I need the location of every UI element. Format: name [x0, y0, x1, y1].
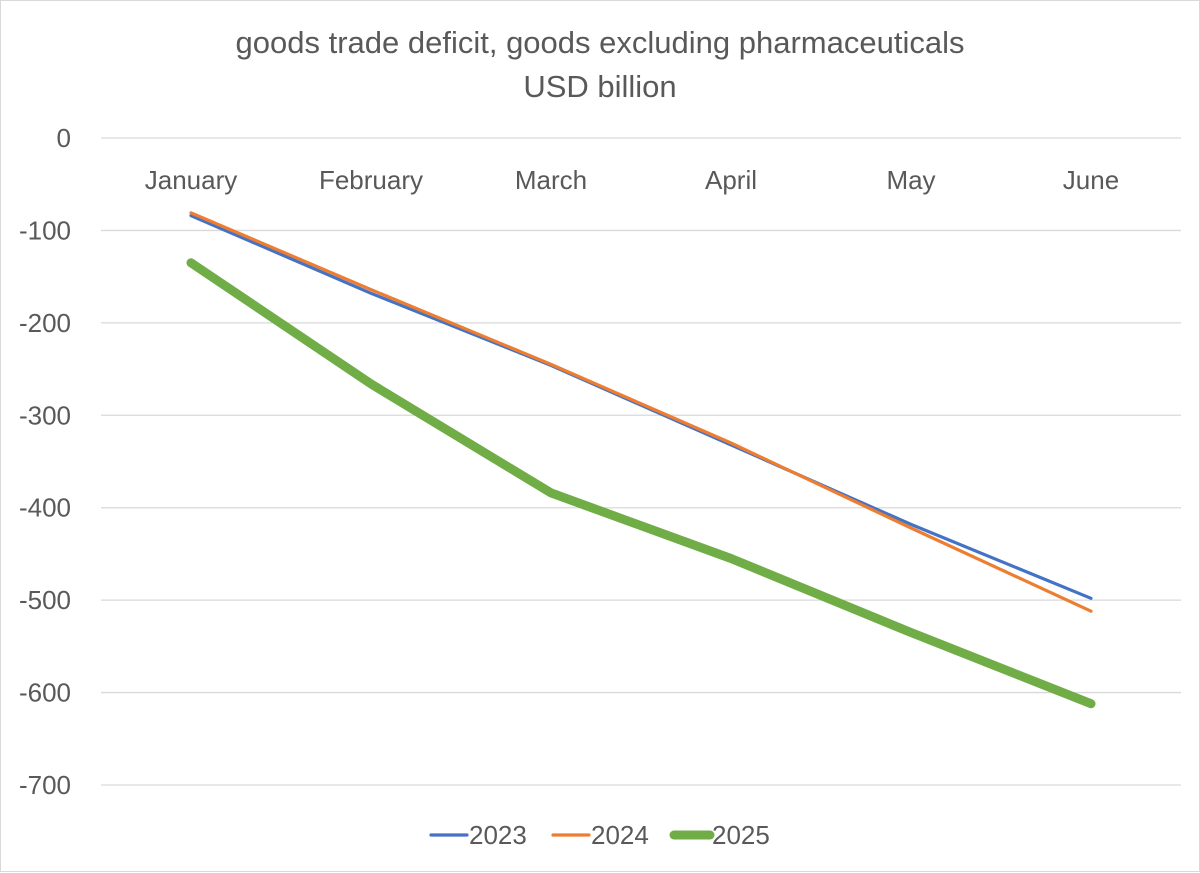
y-tick-label-4: -400	[19, 493, 71, 523]
x-category-label-march: March	[515, 165, 587, 195]
chart-subtitle: USD billion	[523, 69, 676, 104]
chart-title: goods trade deficit, goods excluding pha…	[236, 25, 965, 60]
y-tick-label-3: -300	[19, 400, 71, 430]
x-axis-category-labels: January February March April May June	[145, 165, 1119, 195]
series-line-2023	[191, 216, 1091, 599]
y-tick-label-6: -600	[19, 678, 71, 708]
x-category-label-may: May	[886, 165, 935, 195]
y-tick-label-1: -100	[19, 215, 71, 245]
series-lines	[191, 213, 1091, 704]
legend-label-2024: 2024	[591, 820, 649, 850]
y-axis-ticks: 0 -100 -200 -300 -400 -500 -600 -700	[19, 123, 71, 800]
y-tick-label-7: -700	[19, 770, 71, 800]
y-tick-label-0: 0	[57, 123, 71, 153]
y-tick-label-2: -200	[19, 308, 71, 338]
x-category-label-april: April	[705, 165, 757, 195]
series-line-2025	[191, 263, 1091, 704]
y-tick-label-5: -500	[19, 585, 71, 615]
legend: 2023 2024 2025	[431, 820, 770, 850]
x-category-label-january: January	[145, 165, 238, 195]
legend-label-2025: 2025	[712, 820, 770, 850]
gridlines	[101, 138, 1181, 785]
x-category-label-june: June	[1063, 165, 1119, 195]
legend-label-2023: 2023	[469, 820, 527, 850]
x-category-label-february: February	[319, 165, 423, 195]
